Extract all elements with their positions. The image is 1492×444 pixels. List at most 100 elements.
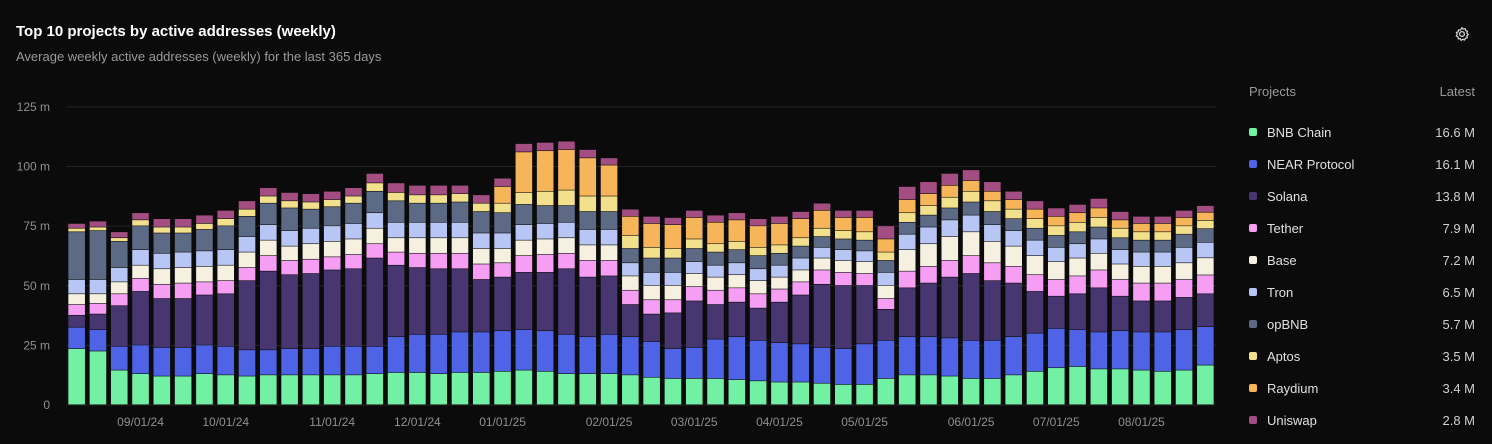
bar-segment[interactable] (281, 192, 298, 201)
bar-segment[interactable] (387, 201, 405, 222)
bar-segment[interactable] (536, 254, 554, 273)
bar-segment[interactable] (813, 203, 831, 211)
bar-segment[interactable] (302, 209, 320, 228)
bar-segment[interactable] (153, 227, 171, 233)
legend-item[interactable]: Tron 6.5 M (1249, 276, 1475, 308)
bar-segment[interactable] (260, 271, 277, 350)
bar-segment[interactable] (1133, 232, 1150, 240)
bar-segment[interactable] (920, 283, 937, 337)
bar-segment[interactable] (664, 248, 682, 258)
bar-segment[interactable] (1111, 228, 1129, 238)
bar-segment[interactable] (643, 258, 660, 273)
bar-segment[interactable] (600, 260, 618, 276)
bar-segment[interactable] (366, 258, 384, 346)
bar-segment[interactable] (579, 229, 597, 245)
bar-segment[interactable] (664, 272, 682, 286)
bar-segment[interactable] (366, 228, 384, 244)
bar-segment[interactable] (1133, 223, 1150, 232)
bar-segment[interactable] (622, 209, 639, 217)
bar-segment[interactable] (728, 250, 746, 263)
bar-segment[interactable] (1005, 230, 1022, 246)
bar-segment[interactable] (1069, 222, 1086, 232)
bar-segment[interactable] (430, 253, 447, 269)
bar-segment[interactable] (132, 265, 149, 279)
bar-segment[interactable] (962, 232, 980, 256)
bar-segment[interactable] (238, 216, 256, 237)
bar-segment[interactable] (622, 276, 639, 290)
bar-segment[interactable] (792, 211, 810, 219)
bar-segment[interactable] (962, 180, 980, 191)
bar-segment[interactable] (110, 294, 128, 306)
bar-segment[interactable] (622, 216, 639, 236)
bar-segment[interactable] (430, 269, 447, 335)
bar-segment[interactable] (685, 261, 703, 274)
bar-segment[interactable] (238, 281, 256, 350)
bar-segment[interactable] (196, 374, 213, 405)
bar-segment[interactable] (856, 344, 873, 385)
bar-segment[interactable] (1111, 331, 1129, 369)
bar-segment[interactable] (472, 264, 490, 280)
bar-segment[interactable] (1047, 261, 1065, 280)
bar-segment[interactable] (68, 279, 85, 294)
bar-segment[interactable] (153, 347, 171, 376)
bar-segment[interactable] (1026, 291, 1044, 333)
bar-segment[interactable] (536, 371, 554, 405)
bar-segment[interactable] (898, 234, 916, 250)
bar-segment[interactable] (1026, 371, 1044, 405)
bar-segment[interactable] (1069, 232, 1086, 244)
bar-segment[interactable] (1111, 220, 1129, 228)
bar-segment[interactable] (68, 294, 85, 305)
bar-segment[interactable] (110, 282, 128, 294)
bar-segment[interactable] (536, 272, 554, 331)
bar-segment[interactable] (579, 277, 597, 337)
bar-segment[interactable] (196, 345, 213, 374)
bar-segment[interactable] (238, 209, 256, 217)
bar-segment[interactable] (898, 375, 916, 405)
bar-segment[interactable] (68, 223, 85, 228)
bar-segment[interactable] (430, 238, 447, 253)
bar-segment[interactable] (877, 226, 895, 239)
bar-segment[interactable] (110, 241, 128, 268)
bar-segment[interactable] (835, 210, 852, 218)
bar-segment[interactable] (856, 273, 873, 286)
bar-segment[interactable] (1090, 332, 1108, 369)
bar-segment[interactable] (89, 314, 107, 330)
bar-segment[interactable] (68, 232, 85, 280)
bar-segment[interactable] (813, 383, 831, 405)
bar-segment[interactable] (196, 295, 213, 345)
bar-segment[interactable] (898, 271, 916, 288)
bar-segment[interactable] (1154, 232, 1172, 240)
bar-segment[interactable] (1197, 229, 1214, 243)
bar-segment[interactable] (196, 229, 213, 251)
bar-segment[interactable] (685, 210, 703, 218)
bar-segment[interactable] (749, 219, 767, 226)
bar-segment[interactable] (302, 273, 320, 349)
bar-segment[interactable] (68, 327, 85, 349)
bar-segment[interactable] (472, 372, 490, 405)
bar-segment[interactable] (1090, 369, 1108, 405)
bar-segment[interactable] (536, 331, 554, 372)
bar-segment[interactable] (323, 191, 341, 200)
bar-segment[interactable] (771, 245, 788, 253)
bar-segment[interactable] (302, 202, 320, 209)
bar-segment[interactable] (472, 279, 490, 332)
bar-segment[interactable] (89, 351, 107, 405)
bar-segment[interactable] (345, 203, 362, 224)
bar-segment[interactable] (89, 279, 107, 294)
bar-segment[interactable] (536, 142, 554, 151)
bar-segment[interactable] (856, 217, 873, 232)
bar-segment[interactable] (877, 260, 895, 273)
bar-segment[interactable] (920, 266, 937, 283)
bar-segment[interactable] (984, 182, 1001, 191)
bar-segment[interactable] (515, 272, 533, 330)
bar-segment[interactable] (217, 226, 235, 250)
bar-segment[interactable] (1175, 247, 1193, 263)
bar-segment[interactable] (89, 227, 107, 231)
bar-segment[interactable] (366, 374, 384, 405)
bar-segment[interactable] (89, 303, 107, 314)
bar-segment[interactable] (1133, 252, 1150, 267)
bar-segment[interactable] (771, 343, 788, 382)
bar-segment[interactable] (643, 341, 660, 377)
bar-segment[interactable] (1197, 294, 1214, 327)
bar-segment[interactable] (728, 275, 746, 288)
